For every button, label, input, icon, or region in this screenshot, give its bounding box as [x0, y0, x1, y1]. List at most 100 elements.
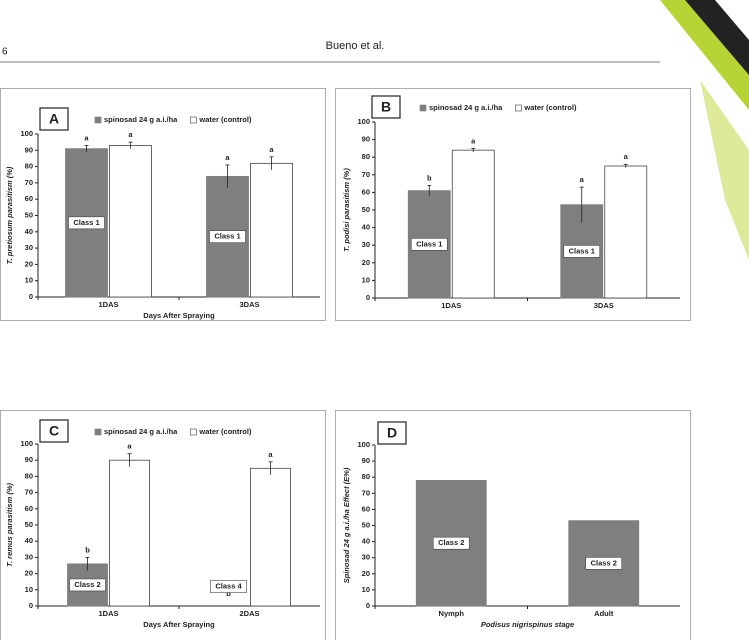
y-tick-label: 40	[362, 537, 370, 546]
legend-swatch	[190, 116, 197, 124]
y-tick-label: 70	[362, 488, 370, 497]
legend-swatch	[419, 104, 427, 112]
y-tick-label: 50	[362, 205, 370, 214]
decoration	[660, 0, 749, 260]
significance-letter: a	[84, 133, 89, 142]
y-tick-label: 90	[25, 145, 33, 154]
y-tick-label: 80	[362, 152, 370, 161]
legend-label: water (control)	[198, 115, 252, 124]
significance-letter: a	[471, 136, 476, 145]
y-tick-label: 40	[25, 536, 33, 545]
chart-frame	[0, 410, 326, 640]
y-axis-label: Spinosad 24 g a.i./ha Effect (E%)	[342, 467, 351, 583]
legend-label: spinosad 24 g a.i./ha	[429, 103, 503, 112]
panel-label: D	[387, 425, 397, 441]
y-axis-label: T. pretiosum parasitism (%)	[5, 166, 14, 264]
y-tick-label: 60	[362, 187, 370, 196]
y-tick-label: 80	[25, 471, 33, 480]
significance-letter: a	[580, 175, 585, 184]
x-axis-label: Days After Spraying	[143, 620, 215, 629]
y-tick-label: 30	[362, 240, 370, 249]
significance-letter: a	[225, 153, 230, 162]
class-label: Class 1	[73, 218, 99, 227]
y-tick-label: 90	[362, 456, 370, 465]
legend-label: water (control)	[523, 103, 577, 112]
class-label-box	[69, 578, 106, 592]
y-tick-label: 20	[25, 569, 33, 578]
y-tick-label: 70	[25, 178, 33, 187]
y-tick-label: 10	[362, 585, 370, 594]
bar	[109, 145, 152, 298]
legend-label: spinosad 24 g a.i./ha	[104, 427, 178, 436]
y-tick-label: 70	[25, 488, 33, 497]
class-label-box	[209, 230, 246, 243]
class-label: Class 1	[416, 239, 442, 248]
bar	[250, 467, 291, 607]
panel-label: A	[49, 111, 59, 127]
y-tick-label: 0	[366, 601, 370, 610]
y-axis-label: T. podisi parasitism (%)	[342, 168, 351, 252]
y-tick-label: 30	[25, 243, 33, 252]
y-tick-label: 80	[25, 162, 33, 171]
running-head: Bueno et al.	[326, 40, 385, 52]
significance-letter: a	[127, 442, 132, 451]
significance-letter: b	[427, 173, 432, 182]
x-tick-label: 2DAS	[239, 609, 259, 618]
chart: C 0 10 20 30 40 50 60 70 80 90 100 T. remus parasiti…	[0, 410, 326, 640]
chart-frame	[335, 88, 691, 321]
y-tick-label: 10	[25, 276, 33, 285]
panel-box	[39, 107, 69, 131]
panel-box	[377, 421, 407, 445]
y-tick-label: 100	[357, 440, 370, 449]
bar	[250, 162, 293, 298]
y-tick-label: 60	[25, 504, 33, 513]
class-label: Class 2	[74, 580, 100, 589]
x-tick-label: 1DAS	[441, 301, 461, 310]
significance-letter: b	[226, 589, 231, 598]
x-tick-label: Adult	[594, 609, 614, 618]
chart-frame	[335, 410, 691, 640]
y-tick-label: 0	[29, 601, 33, 610]
class-label-box	[432, 536, 470, 550]
y-tick-label: 80	[362, 472, 370, 481]
x-tick-label: 1DAS	[98, 609, 118, 618]
page-number: 6	[2, 47, 8, 58]
significance-letter: a	[624, 152, 629, 161]
class-label-box	[68, 216, 105, 230]
class-label: Class 2	[438, 538, 464, 547]
y-tick-label: 50	[362, 520, 370, 529]
chart-frame	[0, 88, 326, 321]
x-tick-label: 1DAS	[98, 300, 118, 309]
legend-swatch	[515, 104, 522, 112]
y-tick-label: 70	[362, 170, 370, 179]
class-label: Class 1	[214, 232, 240, 241]
x-axis-label: Podisus nigrispinus stage	[481, 620, 574, 629]
legend-swatch	[94, 428, 102, 436]
class-label-box	[585, 557, 623, 570]
significance-letter: a	[128, 130, 133, 139]
x-axis-label: Days After Spraying	[143, 311, 215, 320]
panel-box	[371, 95, 401, 119]
x-tick-label: 3DAS	[239, 300, 259, 309]
y-axis-label: T. remus parasitism (%)	[5, 482, 14, 567]
y-tick-label: 60	[362, 504, 370, 513]
y-tick-label: 100	[20, 129, 33, 138]
y-tick-label: 20	[25, 259, 33, 268]
class-label: Class 2	[591, 558, 617, 567]
x-tick-label: Nymph	[439, 609, 465, 618]
class-label-box	[563, 245, 601, 258]
chart: B 0 10 20 30 40 50 60 70 80 90 100 T. podisi parasit…	[335, 88, 691, 321]
significance-letter: a	[269, 145, 274, 154]
class-label: Class 1	[569, 246, 595, 255]
y-tick-label: 100	[357, 117, 370, 126]
y-tick-label: 40	[362, 223, 370, 232]
y-tick-label: 90	[25, 455, 33, 464]
x-tick-label: 3DAS	[594, 301, 614, 310]
y-tick-label: 10	[25, 585, 33, 594]
class-label: Class 4	[215, 582, 242, 591]
panel-box	[39, 419, 69, 443]
y-tick-label: 10	[362, 275, 370, 284]
y-tick-label: 20	[362, 569, 370, 578]
y-tick-label: 30	[362, 553, 370, 562]
